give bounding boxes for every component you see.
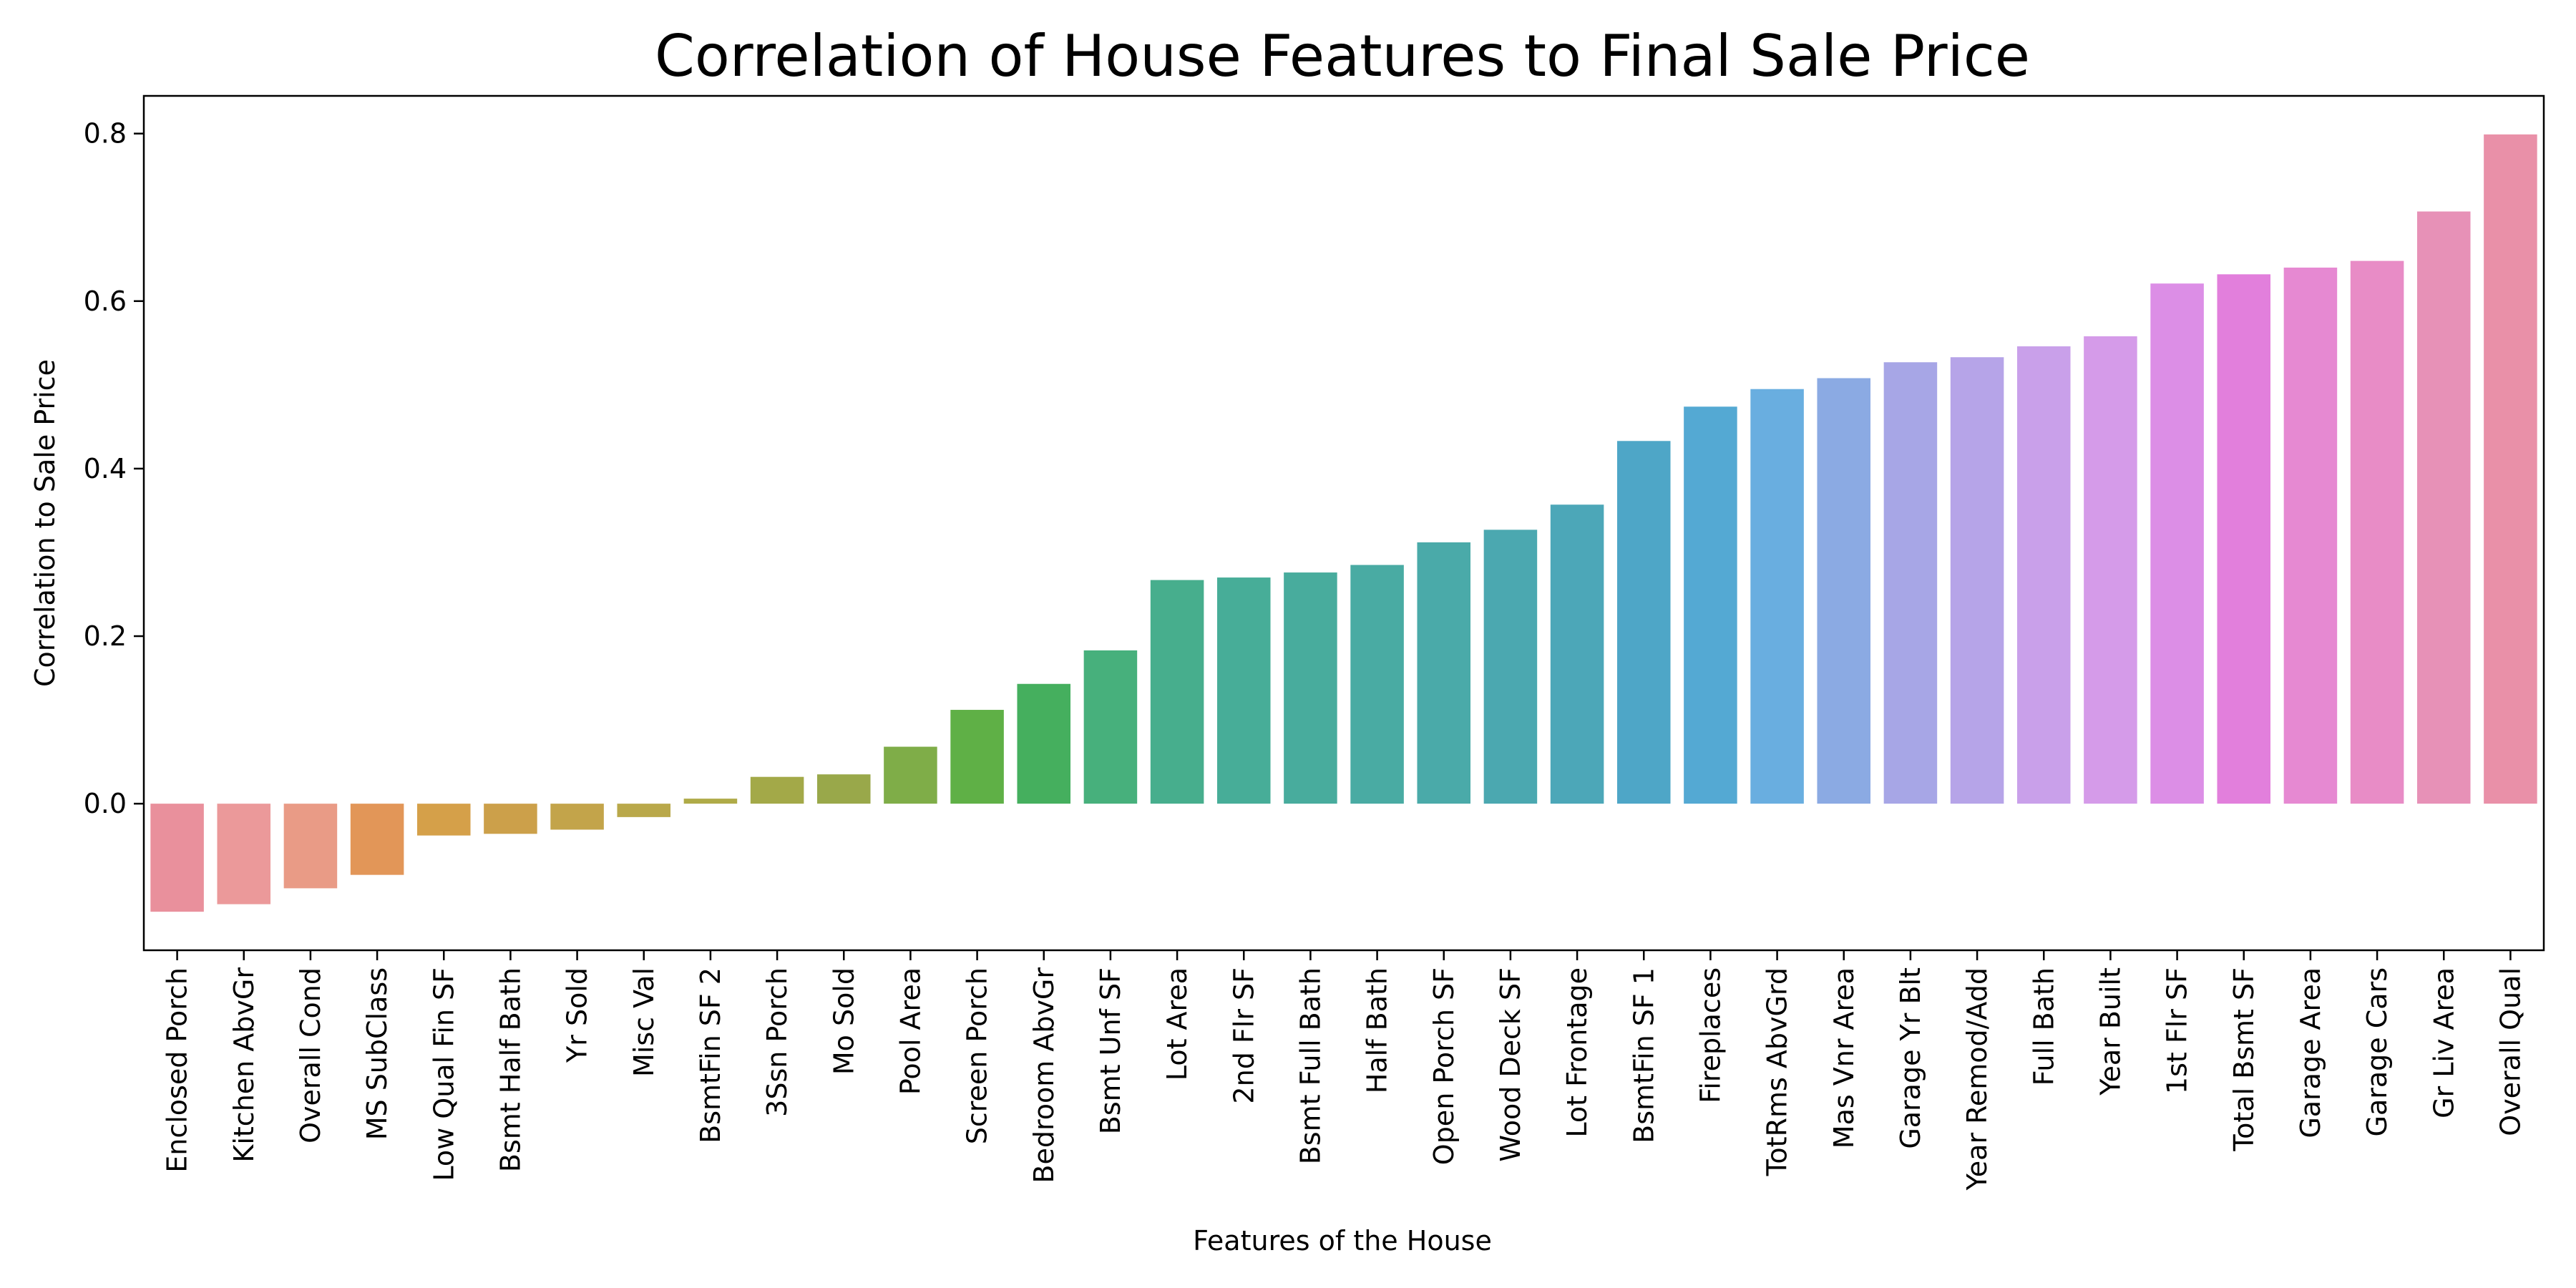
bar-16 — [1216, 577, 1271, 804]
x-tick-label: Lot Area — [1161, 967, 1193, 1080]
x-tick-label: Overall Qual — [2494, 967, 2526, 1136]
bar-5 — [484, 804, 537, 834]
bar-19 — [1417, 542, 1471, 804]
bar-22 — [1616, 441, 1671, 804]
plot-area-frame — [142, 94, 2545, 952]
x-tick-label: Mo Sold — [828, 967, 859, 1075]
bar-27 — [1950, 357, 2004, 804]
chart-title: Correlation of House Features to Final S… — [655, 23, 2030, 89]
y-tick-label: 0.8 — [84, 118, 127, 150]
bar-28 — [2016, 346, 2071, 804]
x-tick-label: 1st Flr SF — [2162, 967, 2193, 1094]
x-tick-label: TotRms AbvGrd — [1762, 967, 1793, 1176]
bar-17 — [1284, 572, 1337, 804]
y-tick-label: 0.2 — [84, 620, 127, 652]
x-tick-label: Half Bath — [1362, 967, 1393, 1093]
bar-35 — [2484, 134, 2537, 804]
x-tick-label: MS SubClass — [361, 967, 393, 1140]
bar-15 — [1150, 580, 1204, 804]
y-axis-label: Correlation to Sale Price — [29, 359, 61, 687]
y-tick-label: 0.0 — [84, 788, 127, 819]
bar-6 — [550, 804, 604, 830]
x-tick-label: BsmtFin SF 2 — [695, 967, 726, 1143]
x-tick-label: Kitchen AbvGr — [228, 967, 260, 1163]
bar-10 — [816, 774, 871, 804]
bar-21 — [1550, 504, 1604, 804]
x-tick-label: Total Bsmt SF — [2228, 967, 2260, 1152]
x-tick-label: Bsmt Half Bath — [494, 967, 526, 1172]
x-tick-label: Wood Deck SF — [1495, 967, 1526, 1162]
bar-3 — [350, 804, 404, 875]
y-tick-label: 0.4 — [84, 453, 127, 484]
bars-group — [150, 134, 2537, 912]
bar-26 — [1883, 362, 1938, 804]
y-axis: 0.0 0.2 0.4 0.6 0.8 — [84, 118, 144, 819]
bar-34 — [2416, 211, 2471, 804]
x-tick-label: Bedroom AbvGr — [1028, 967, 1060, 1184]
x-tick-label: Mas Vnr Area — [1828, 967, 1860, 1148]
x-tick-label: Overall Cond — [295, 967, 326, 1143]
bar-7 — [617, 804, 671, 817]
x-tick-label: Lot Frontage — [1561, 967, 1593, 1138]
bar-18 — [1350, 565, 1404, 804]
x-tick-label: Fireplaces — [1694, 967, 1726, 1103]
bar-2 — [283, 804, 338, 889]
x-tick-label: Low Qual Fin SF — [428, 967, 459, 1181]
bar-25 — [1817, 378, 1871, 804]
bar-31 — [2217, 274, 2271, 804]
x-tick-label: Garage Yr Blt — [1895, 967, 1926, 1149]
bar-32 — [2283, 267, 2338, 804]
x-tick-label: Open Porch SF — [1428, 967, 1460, 1165]
bar-24 — [1750, 389, 1804, 804]
bar-20 — [1483, 530, 1538, 804]
x-tick-label: Bsmt Full Bath — [1294, 967, 1326, 1164]
x-tick-label: Misc Val — [628, 967, 660, 1077]
x-tick-label: Gr Liv Area — [2428, 967, 2459, 1118]
bar-11 — [884, 746, 937, 804]
x-tick-label: 2nd Flr SF — [1228, 967, 1259, 1104]
x-axis: Enclosed Porch Kitchen AbvGr Overall Cond M… — [162, 950, 2526, 1191]
x-tick-label: Garage Cars — [2361, 967, 2393, 1136]
bar-23 — [1684, 406, 1737, 804]
bar-30 — [2150, 283, 2204, 804]
y-tick-label: 0.6 — [84, 286, 127, 317]
x-tick-label: Garage Area — [2295, 967, 2326, 1138]
x-tick-label: Bsmt Unf SF — [1095, 967, 1126, 1134]
bar-0 — [150, 804, 204, 912]
x-tick-label: Screen Porch — [962, 967, 993, 1144]
bar-29 — [2084, 336, 2137, 804]
bar-12 — [950, 710, 1004, 804]
x-tick-label: Enclosed Porch — [162, 967, 193, 1173]
x-tick-label: BsmtFin SF 1 — [1628, 967, 1659, 1143]
x-tick-label: Pool Area — [894, 967, 926, 1095]
bar-1 — [217, 804, 271, 904]
x-tick-label: Year Remod/Add — [1961, 967, 1993, 1191]
x-tick-label: Full Bath — [2028, 967, 2059, 1085]
x-axis-label: Features of the House — [1193, 1225, 1492, 1257]
x-tick-label: Yr Sold — [562, 967, 593, 1063]
bar-14 — [1083, 650, 1138, 804]
x-tick-label: Year Built — [2094, 967, 2126, 1096]
bar-8 — [683, 799, 738, 804]
bar-13 — [1017, 683, 1071, 804]
bar-9 — [750, 776, 804, 804]
x-tick-label: 3Ssn Porch — [761, 967, 793, 1117]
bar-33 — [2350, 260, 2404, 804]
bar-4 — [416, 804, 471, 836]
